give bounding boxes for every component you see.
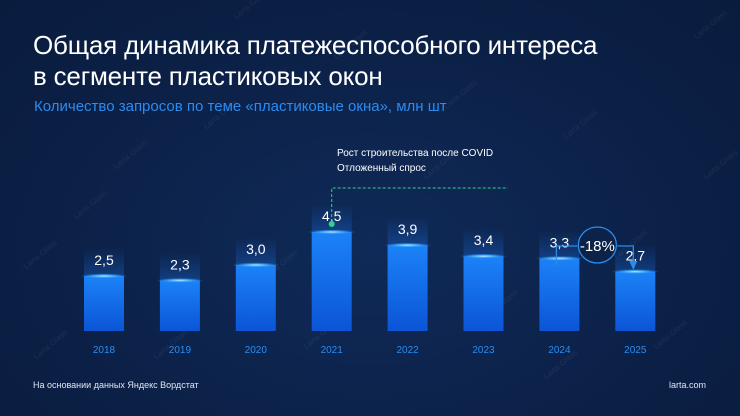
bar-highlight: [383, 242, 432, 248]
bar-glow: [159, 252, 200, 281]
bar-2024: [539, 258, 580, 331]
title-line-1: Общая динамика платежеспособного интерес…: [33, 30, 598, 60]
bar-2025: [615, 271, 656, 331]
annotation-line-1: Рост строительства после COVID: [337, 148, 494, 159]
data-label: 3,3: [550, 234, 570, 250]
data-label: 2,5: [94, 252, 114, 268]
change-badge-label: -18%: [580, 238, 615, 255]
annotation-leader: [331, 187, 508, 222]
chart-subtitle: Количество запросов по теме «пластиковые…: [34, 98, 447, 115]
data-label: 3,0: [246, 241, 266, 257]
arrow-head-icon: [629, 261, 638, 270]
annotation-line-2: Отложенный спрос: [337, 163, 426, 174]
annotation: Рост строительства после COVID Отложенны…: [337, 146, 493, 176]
title-line-2: в сегменте пластиковых окон: [33, 61, 383, 91]
page-title: Общая динамика платежеспособного интерес…: [33, 30, 598, 92]
bar-glow: [84, 248, 124, 276]
bar-2018: [84, 276, 124, 331]
x-tick-label: 2018: [93, 345, 116, 356]
data-label: 3,4: [474, 232, 494, 248]
data-label: 2,7: [626, 248, 646, 264]
x-tick-label: 2022: [396, 345, 419, 356]
change-badge: [577, 226, 617, 264]
bar-2021: [311, 232, 352, 331]
change-arrow: [555, 245, 634, 265]
bar-highlight: [80, 273, 128, 279]
data-label: 2,3: [170, 256, 190, 272]
source-note: На основании данных Яндекс Вордстат: [33, 380, 199, 390]
bar-glow: [615, 243, 656, 272]
bar-highlight: [459, 253, 508, 259]
bar-highlight: [307, 229, 356, 235]
annotation-marker: [328, 221, 335, 227]
x-tick-label: 2021: [321, 345, 344, 356]
data-label: 3,9: [398, 221, 418, 237]
bar-glow: [539, 230, 580, 259]
bar-glow: [311, 204, 352, 232]
bar-glow: [463, 228, 504, 257]
site-link[interactable]: larta.com: [668, 380, 706, 390]
bar-glow: [387, 217, 428, 246]
bar-highlight: [155, 277, 204, 283]
x-tick-label: 2019: [169, 345, 192, 356]
x-tick-label: 2024: [548, 345, 571, 356]
bar-highlight: [231, 262, 280, 268]
bar-highlight: [611, 269, 660, 275]
bar-2020: [235, 265, 276, 331]
bar-2022: [387, 245, 428, 331]
bar-2019: [159, 280, 200, 331]
x-tick-label: 2020: [245, 345, 268, 356]
bar-2023: [463, 256, 504, 331]
x-tick-label: 2023: [472, 345, 495, 356]
x-tick-label: 2025: [624, 345, 647, 356]
bar-glow: [235, 237, 276, 265]
bar-highlight: [535, 255, 584, 261]
